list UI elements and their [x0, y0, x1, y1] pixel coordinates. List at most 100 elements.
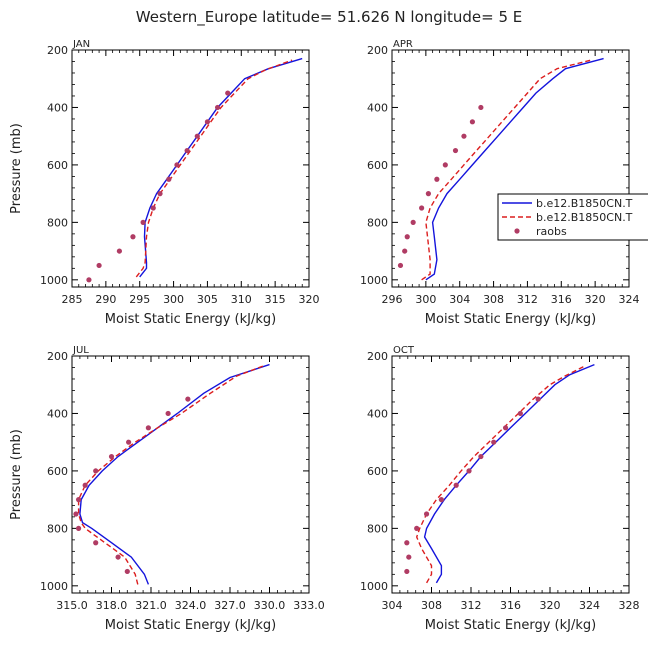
panel-label: JAN [72, 39, 90, 50]
x-axis-label: Moist Static Energy (kJ/kg) [105, 312, 276, 327]
model-line-solid [139, 57, 303, 278]
raobs-point [425, 191, 431, 197]
raobs-point [225, 90, 231, 96]
x-tick-label: 285 [62, 293, 83, 306]
x-tick-label: 333.0 [293, 599, 325, 612]
x-tick-label: 318.0 [96, 599, 128, 612]
y-tick-label: 800 [47, 216, 68, 229]
raobs-point [96, 262, 102, 269]
x-tick-label: 310 [231, 293, 252, 306]
model-line-solid [79, 363, 270, 585]
x-axis-label: Moist Static Energy (kJ/kg) [105, 618, 276, 633]
y-tick-label: 200 [367, 350, 388, 363]
model-line-dashed [77, 365, 264, 585]
raobs-point [406, 554, 412, 560]
legend-entry: b.e12.B1850CN.T [502, 197, 633, 210]
y-tick-label: 400 [367, 407, 388, 420]
raobs-point [535, 396, 541, 402]
y-tick-label: 400 [367, 101, 388, 114]
y-ticks: 200 400 600 800 1000 [40, 44, 309, 287]
raobs-point [140, 219, 146, 225]
y-tick-label: 1000 [40, 580, 68, 593]
x-tick-label: 290 [95, 293, 116, 306]
raobs-point [145, 425, 151, 431]
model-line-dashed [415, 365, 585, 584]
raobs-point [115, 554, 121, 560]
x-tick-label: 320 [585, 293, 606, 306]
x-tick-label: 312 [461, 599, 482, 612]
x-tick-label: 330.0 [254, 599, 286, 612]
x-axis-label: Moist Static Energy (kJ/kg) [425, 312, 596, 327]
raobs-point [93, 540, 99, 546]
y-tick-label: 600 [47, 159, 68, 172]
raobs-point [150, 205, 156, 211]
y-tick-label: 1000 [40, 274, 68, 287]
raobs-point [130, 234, 136, 240]
legend-marker [514, 228, 520, 234]
raobs-point [194, 133, 200, 139]
x-tick-label: 305 [197, 293, 218, 306]
raobs-point [73, 511, 79, 517]
x-tick-label: 312 [517, 293, 538, 306]
panel-label: APR [393, 39, 413, 50]
raobs-point [517, 410, 523, 417]
y-tick-label: 200 [47, 44, 68, 57]
legend-label: b.e12.B1850CN.T [536, 211, 633, 224]
raobs-point [116, 248, 122, 254]
plot-frame [71, 49, 310, 288]
raobs-point [124, 568, 130, 575]
raobs-point [491, 439, 497, 445]
raobs-point [414, 525, 420, 531]
series-group [397, 57, 604, 281]
panel-label: OCT [393, 345, 415, 356]
raobs-point [438, 497, 444, 503]
series-group [73, 363, 270, 585]
x-tick-label: 321.0 [135, 599, 167, 612]
series-group [404, 363, 595, 584]
raobs-point [402, 248, 408, 254]
y-axis-label: Pressure (mb) [9, 123, 24, 214]
legend-box [497, 193, 648, 241]
raobs-point [108, 453, 115, 460]
raobs-point [82, 482, 88, 488]
x-tick-label: 324 [619, 293, 640, 306]
model-line-dashed [135, 59, 293, 278]
raobs-point [404, 540, 410, 546]
panel-label: JUL [72, 345, 89, 356]
y-ticks: 200 400 600 800 1000 [360, 350, 629, 593]
raobs-point [419, 205, 425, 211]
raobs-point [404, 234, 410, 240]
x-tick-label: 315 [265, 293, 286, 306]
figure-title: Western_Europe latitude= 51.626 N longit… [136, 8, 522, 27]
raobs-point [214, 104, 221, 111]
x-tick-label: 308 [421, 599, 442, 612]
y-tick-label: 800 [47, 522, 68, 535]
x-tick-label: 300 [163, 293, 184, 306]
legend-entry: raobs [514, 225, 567, 238]
plot-frame [391, 49, 630, 288]
x-tick-label: 296 [382, 293, 403, 306]
raobs-point [502, 425, 509, 431]
y-tick-label: 200 [367, 44, 388, 57]
x-tick-label: 324.0 [175, 599, 207, 612]
raobs-point [434, 176, 440, 182]
raobs-point [157, 191, 163, 197]
raobs-point [166, 176, 172, 182]
x-axis-label: Moist Static Energy (kJ/kg) [425, 618, 596, 633]
x-tick-label: 300 [415, 293, 436, 306]
x-tick-label: 308 [483, 293, 504, 306]
x-tick-label: 315.0 [56, 599, 88, 612]
x-tick-label: 304 [449, 293, 470, 306]
y-tick-label: 1000 [360, 274, 388, 287]
y-tick-label: 600 [47, 465, 68, 478]
raobs-point [185, 396, 191, 402]
raobs-point [466, 468, 472, 474]
x-tick-label: 316 [551, 293, 572, 306]
y-tick-label: 200 [47, 350, 68, 363]
raobs-point [410, 219, 416, 225]
raobs-point [404, 568, 410, 575]
raobs-point [126, 439, 132, 445]
y-tick-label: 800 [367, 216, 388, 229]
panel-apr: APR 296 300 304 308 312 316 320 324 200 400 600 800 1… [360, 39, 640, 327]
